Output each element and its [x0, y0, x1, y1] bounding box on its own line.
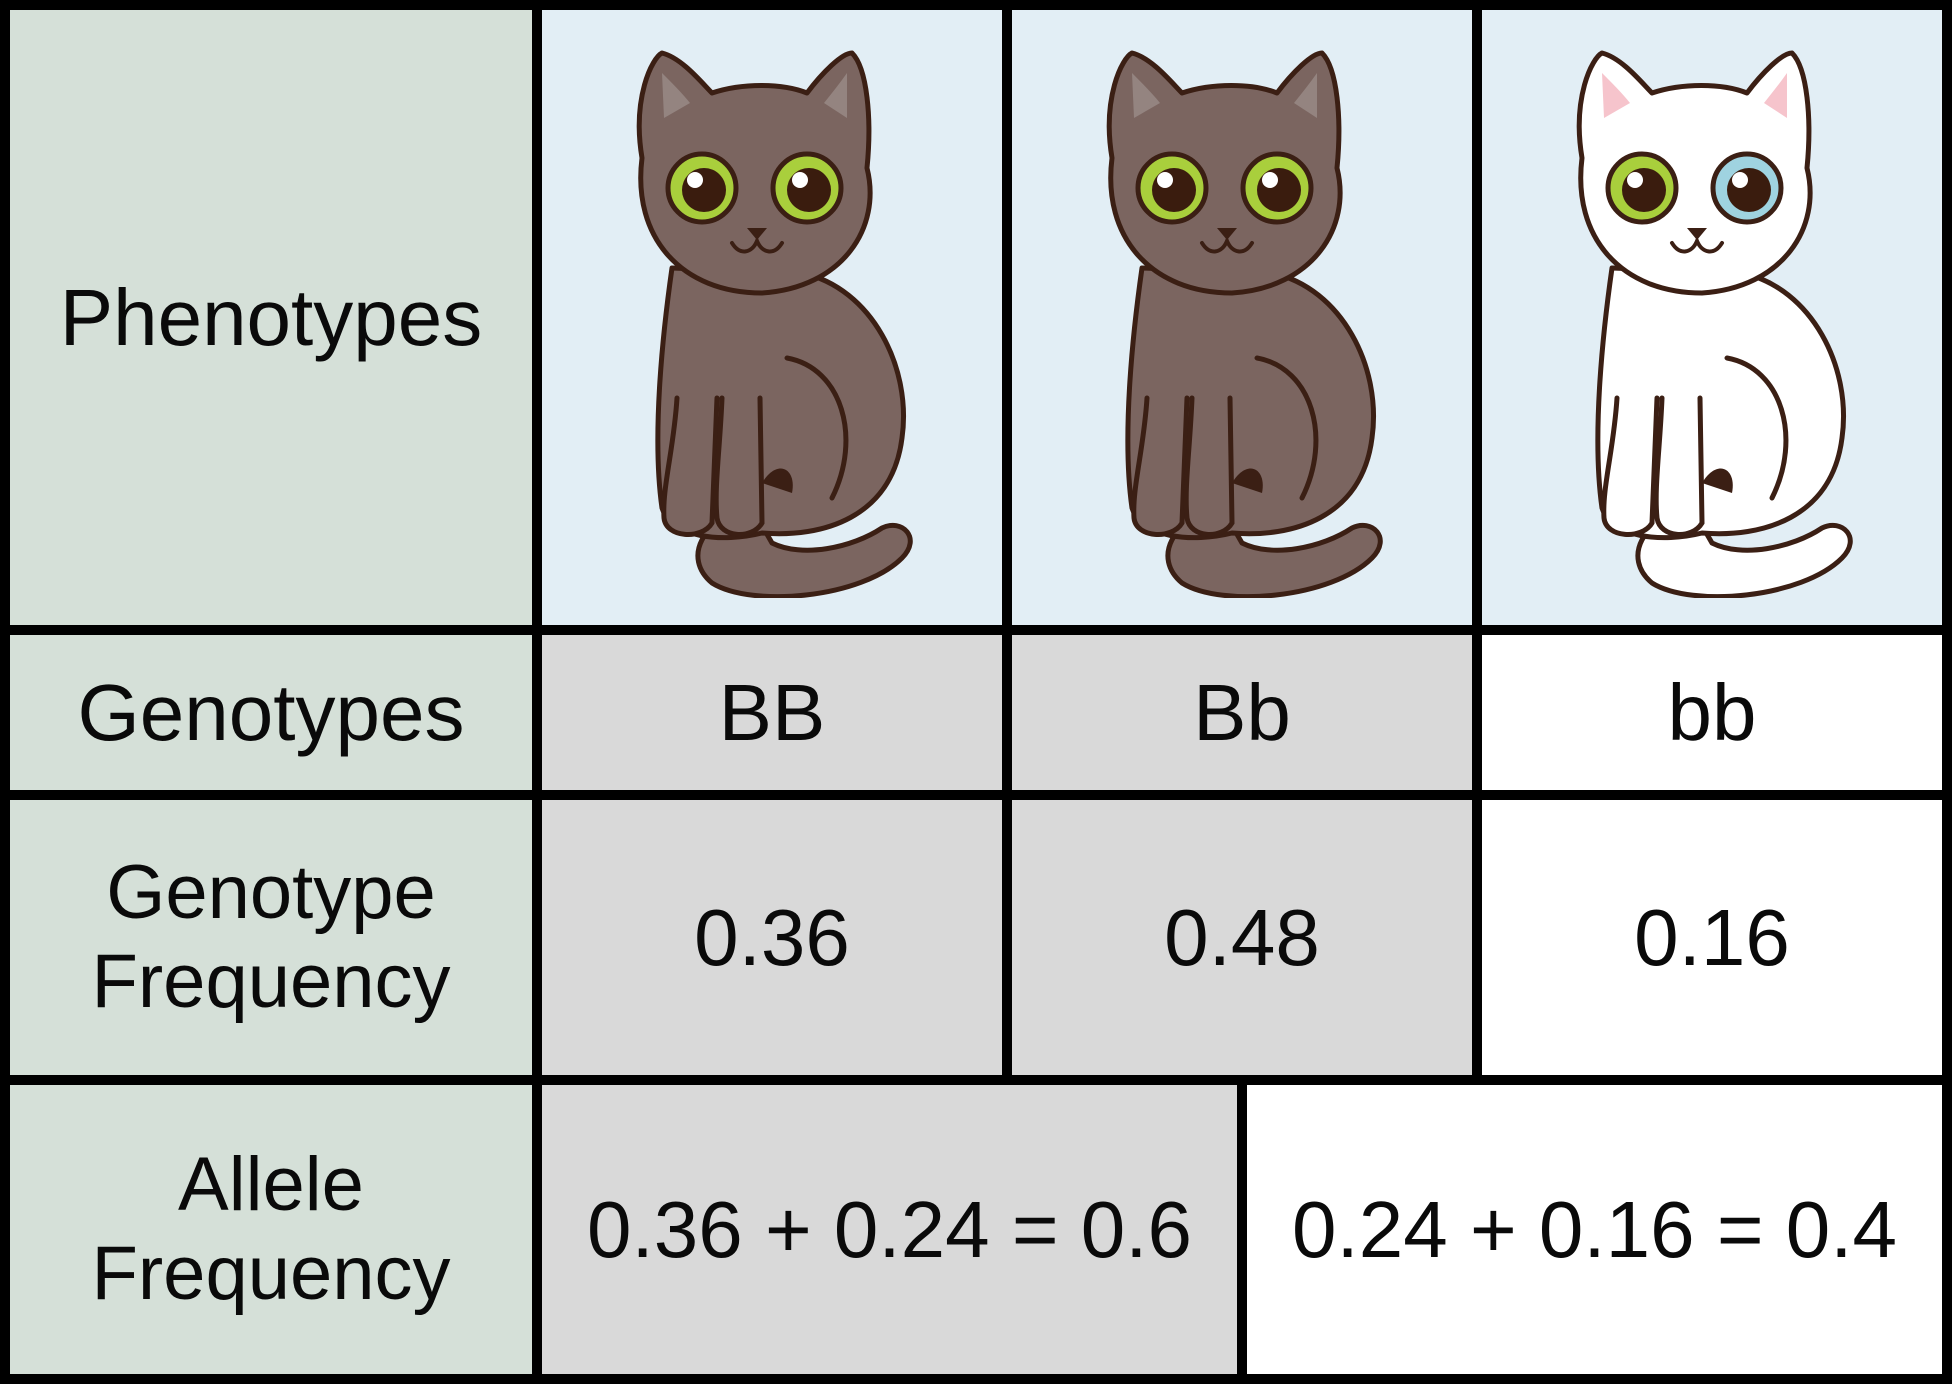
dominant-allele-frequency: 0.36 + 0.24 = 0.6	[587, 1184, 1192, 1274]
genotype-value: BB	[718, 667, 826, 757]
cat-nose	[1687, 227, 1707, 240]
cat-inner-ear	[1764, 72, 1787, 118]
genotype-frequency-label: Genotype Frequency	[91, 850, 451, 1024]
genotypes-label-cell: Genotypes	[0, 625, 542, 800]
genotype-value: bb	[1667, 667, 1757, 757]
cat-front-leg	[1183, 395, 1235, 537]
allele-frequency-dominant-cell: 0.36 + 0.24 = 0.6	[532, 1075, 1247, 1384]
cat-front-leg	[1601, 395, 1660, 537]
cat-mouth	[1670, 235, 1724, 253]
phenotypes-label: Phenotypes	[59, 272, 483, 362]
recessive-allele-frequency: 0.24 + 0.16 = 0.4	[1292, 1184, 1897, 1274]
genotype-value: Bb	[1193, 667, 1291, 757]
cat-nose	[1217, 227, 1237, 240]
cat-pupil	[1152, 167, 1196, 212]
cat-pupil	[787, 167, 831, 212]
genotype-frequency-value: 0.36	[694, 892, 850, 982]
cat-eye-highlight	[792, 171, 808, 188]
genotype-frequency-label-cell: Genotype Frequency	[0, 790, 542, 1085]
dark-cat-icon	[1106, 50, 1383, 598]
phenotype-cell-bb-dominant	[532, 0, 1012, 635]
allele-frequency-recessive-cell: 0.24 + 0.16 = 0.4	[1237, 1075, 1952, 1384]
cat-front-leg	[1131, 395, 1190, 537]
genotypes-label: Genotypes	[77, 667, 465, 757]
cat-haunch-line	[784, 355, 849, 500]
cat-inner-ear	[662, 72, 690, 118]
cat-front-leg	[713, 395, 765, 537]
genotype-cell: bb	[1472, 625, 1952, 800]
cat-eye-highlight	[1732, 171, 1748, 188]
cat-inner-ear	[1294, 72, 1317, 118]
cat-pupil	[682, 167, 726, 212]
cat-mouth	[1200, 235, 1254, 253]
cat-shadow	[1702, 468, 1733, 493]
phenotypes-label-cell: Phenotypes	[0, 0, 542, 635]
cat-shadow	[762, 468, 793, 493]
cat-eye-highlight	[1157, 171, 1173, 188]
cat-inner-ear	[1132, 72, 1160, 118]
genotype-cell: BB	[532, 625, 1012, 800]
phenotype-cell-recessive	[1472, 0, 1952, 635]
cat-inner-ear	[824, 72, 847, 118]
cat-mouth	[730, 235, 784, 253]
cat-front-leg	[661, 395, 720, 537]
cat-head	[1576, 50, 1813, 295]
allele-frequency-label: Allele Frequency	[91, 1142, 451, 1316]
cat-nose	[747, 227, 767, 240]
cat-eye-highlight	[687, 171, 703, 188]
cat-pupil	[1257, 167, 1301, 212]
genotype-cell: Bb	[1002, 625, 1482, 800]
cat-eye-highlight	[1627, 171, 1643, 188]
cat-pupil	[1622, 167, 1666, 212]
genotype-frequency-cell: 0.16	[1472, 790, 1952, 1085]
allele-frequency-label-cell: Allele Frequency	[0, 1075, 542, 1384]
cat-haunch-line	[1724, 355, 1789, 500]
dark-cat-icon	[636, 50, 913, 598]
cat-shadow	[1232, 468, 1263, 493]
genotype-frequency-cell: 0.48	[1002, 790, 1482, 1085]
cat-haunch-line	[1254, 355, 1319, 500]
cat-head	[636, 50, 873, 295]
cat-head	[1106, 50, 1343, 295]
genotype-frequency-value: 0.48	[1164, 892, 1320, 982]
cat-eye-highlight	[1262, 171, 1278, 188]
genotype-frequency-value: 0.16	[1634, 892, 1790, 982]
phenotype-cell-heterozygous	[1002, 0, 1482, 635]
cat-inner-ear	[1602, 72, 1630, 118]
genotype-frequency-cell: 0.36	[532, 790, 1012, 1085]
cat-pupil	[1727, 167, 1771, 212]
cat-front-leg	[1653, 395, 1705, 537]
white-cat-icon	[1576, 50, 1853, 598]
